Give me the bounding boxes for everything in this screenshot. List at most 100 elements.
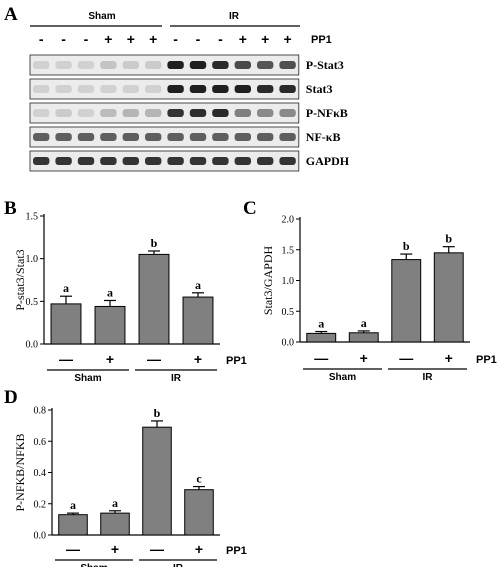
blot-group-label-ir: IR bbox=[229, 11, 240, 22]
blot-band-stat3-lane-1 bbox=[33, 85, 50, 93]
chart-c-significance-1: a bbox=[318, 317, 324, 331]
blot-band-p-nf-b-lane-1 bbox=[33, 109, 50, 117]
blot-band-nf-b-lane-1 bbox=[33, 133, 50, 141]
blot-lane-6-treatment-sign: + bbox=[149, 31, 157, 47]
chart-d-treatment-sign-4: + bbox=[195, 541, 203, 557]
blot-band-gapdh-lane-8 bbox=[189, 157, 207, 165]
blot-band-p-nf-b-lane-5 bbox=[122, 109, 139, 117]
chart-b-group-label-sham: Sham bbox=[74, 373, 101, 384]
blot-band-stat3-lane-2 bbox=[55, 85, 72, 93]
chart-c-significance-4: b bbox=[445, 232, 452, 246]
blot-label-stat3: Stat3 bbox=[306, 82, 333, 96]
blot-band-p-stat3-lane-3 bbox=[77, 61, 95, 69]
chart-c-ytick-label-4: 2.0 bbox=[282, 215, 295, 226]
chart-d-y-axis-label: P-NFKB/NFKB bbox=[13, 433, 27, 511]
blot-band-p-nf-b-lane-8 bbox=[189, 109, 207, 117]
chart-c-treatment-sign-1: — bbox=[314, 350, 328, 366]
blot-band-p-stat3-lane-1 bbox=[33, 61, 50, 69]
chart-d-treatment-sign-2: + bbox=[111, 541, 119, 557]
blot-strip-p-stat3 bbox=[29, 54, 300, 76]
blot-band-nf-b-lane-2 bbox=[55, 133, 72, 141]
blot-band-gapdh-lane-12 bbox=[279, 157, 296, 165]
chart-c-y-axis-label: Stat3/GAPDH bbox=[261, 245, 275, 315]
blot-band-stat3-lane-4 bbox=[100, 85, 117, 93]
blot-band-stat3-lane-11 bbox=[257, 85, 274, 93]
blot-band-gapdh-lane-6 bbox=[145, 157, 162, 165]
blot-band-stat3-lane-12 bbox=[279, 85, 296, 93]
chart-c-significance-3: b bbox=[403, 239, 410, 253]
blot-band-p-stat3-lane-12 bbox=[279, 61, 296, 69]
chart-b-treatment-sign-3: — bbox=[147, 351, 161, 367]
blot-band-p-stat3-lane-4 bbox=[100, 61, 117, 69]
blot-label-nf-b: NF-κB bbox=[306, 130, 341, 144]
blot-band-nf-b-lane-5 bbox=[122, 133, 139, 141]
chart-b-significance-4: a bbox=[195, 278, 201, 292]
blot-lane-9-treatment-sign: - bbox=[218, 31, 223, 47]
blot-lane-4-treatment-sign: + bbox=[104, 31, 112, 47]
blot-band-gapdh-lane-11 bbox=[257, 157, 274, 165]
chart-b-significance-3: b bbox=[151, 236, 158, 250]
blot-band-gapdh-lane-5 bbox=[122, 157, 139, 165]
blot-label-gapdh: GAPDH bbox=[306, 154, 350, 168]
blot-strip-gapdh bbox=[29, 150, 300, 172]
chart-d-group-label-sham: Sham bbox=[80, 563, 107, 567]
blot-band-gapdh-lane-3 bbox=[77, 157, 95, 165]
panel-letter-b: B bbox=[4, 198, 17, 219]
blot-lane-12-treatment-sign: + bbox=[284, 31, 292, 47]
blot-band-p-nf-b-lane-4 bbox=[100, 109, 117, 117]
chart-c-pp1-label: PP1 bbox=[476, 354, 497, 366]
blot-band-stat3-lane-5 bbox=[122, 85, 139, 93]
chart-d-group-label-ir: IR bbox=[173, 563, 184, 567]
chart-c-significance-2: a bbox=[361, 316, 367, 330]
chart-d-treatment-sign-1: — bbox=[66, 541, 80, 557]
blot-band-p-stat3-lane-8 bbox=[189, 61, 207, 69]
blot-pp1-label: PP1 bbox=[311, 34, 332, 46]
blot-band-gapdh-lane-9 bbox=[212, 157, 229, 165]
blot-band-p-stat3-lane-10 bbox=[234, 61, 251, 69]
chart-b-ytick-label-3: 1.5 bbox=[26, 212, 39, 223]
chart-c-bar-2 bbox=[348, 332, 379, 343]
panel-letter-a: A bbox=[4, 4, 18, 25]
chart-d-significance-3: b bbox=[154, 406, 161, 420]
blot-band-gapdh-lane-4 bbox=[100, 157, 117, 165]
blot-band-p-nf-b-lane-3 bbox=[77, 109, 95, 117]
blot-band-p-nf-b-lane-6 bbox=[145, 109, 162, 117]
chart-d-ytick-label-1: 0.2 bbox=[34, 499, 47, 510]
blot-strip-p-nf-b bbox=[29, 102, 300, 124]
chart-d-bar-2 bbox=[100, 512, 130, 536]
chart-d-bar-1 bbox=[58, 514, 88, 536]
blot-band-p-nf-b-lane-2 bbox=[55, 109, 72, 117]
blot-lane-10-treatment-sign: + bbox=[239, 31, 247, 47]
chart-c: C 0.0 0.5 1.0 1.5 2.0 Stat3/GAPDH a — a + b — b + PP1 Sh… bbox=[243, 198, 497, 383]
chart-c-ytick-label-3: 1.5 bbox=[282, 245, 295, 256]
blot-band-stat3-lane-10 bbox=[234, 85, 251, 93]
chart-b: B 0.0 0.5 1.0 1.5 P-stat3/Stat3 a — a + b — a + PP1 Sha… bbox=[4, 198, 247, 384]
blot-lane-5-treatment-sign: + bbox=[127, 31, 135, 47]
blot-lane-2-treatment-sign: - bbox=[61, 31, 66, 47]
blot-band-nf-b-lane-11 bbox=[257, 133, 274, 141]
chart-d-significance-1: a bbox=[70, 498, 76, 512]
chart-c-bar-3 bbox=[391, 259, 422, 343]
chart-b-treatment-sign-1: — bbox=[59, 351, 73, 367]
blot-band-p-nf-b-lane-7 bbox=[167, 109, 184, 117]
blot-band-nf-b-lane-4 bbox=[100, 133, 117, 141]
chart-d-ytick-label-2: 0.4 bbox=[34, 468, 47, 479]
chart-d-significance-4: c bbox=[196, 472, 202, 486]
blot-lane-8-treatment-sign: - bbox=[196, 31, 201, 47]
chart-d: D 0.0 0.2 0.4 0.6 0.8 P-NFKB/NFKB a — a + b — c + PP1 Sh… bbox=[4, 387, 247, 567]
blot-label-p-stat3: P-Stat3 bbox=[306, 58, 344, 72]
blot-band-p-stat3-lane-6 bbox=[145, 61, 162, 69]
blot-band-p-nf-b-lane-10 bbox=[234, 109, 251, 117]
chart-b-bar-2 bbox=[94, 305, 126, 345]
chart-b-bar-3 bbox=[138, 253, 170, 345]
bar-charts: B 0.0 0.5 1.0 1.5 P-stat3/Stat3 a — a + b — a + PP1 Sha… bbox=[4, 198, 497, 567]
blot-band-nf-b-lane-9 bbox=[212, 133, 229, 141]
blot-band-nf-b-lane-10 bbox=[234, 133, 251, 141]
chart-b-group-label-ir: IR bbox=[171, 373, 182, 384]
blot-lane-1-treatment-sign: - bbox=[39, 31, 44, 47]
chart-b-treatment-sign-2: + bbox=[106, 351, 114, 367]
blot-band-p-nf-b-lane-12 bbox=[279, 109, 296, 117]
blot-band-p-stat3-lane-2 bbox=[55, 61, 72, 69]
chart-d-ytick-label-4: 0.8 bbox=[34, 406, 47, 417]
chart-c-treatment-sign-3: — bbox=[399, 350, 413, 366]
